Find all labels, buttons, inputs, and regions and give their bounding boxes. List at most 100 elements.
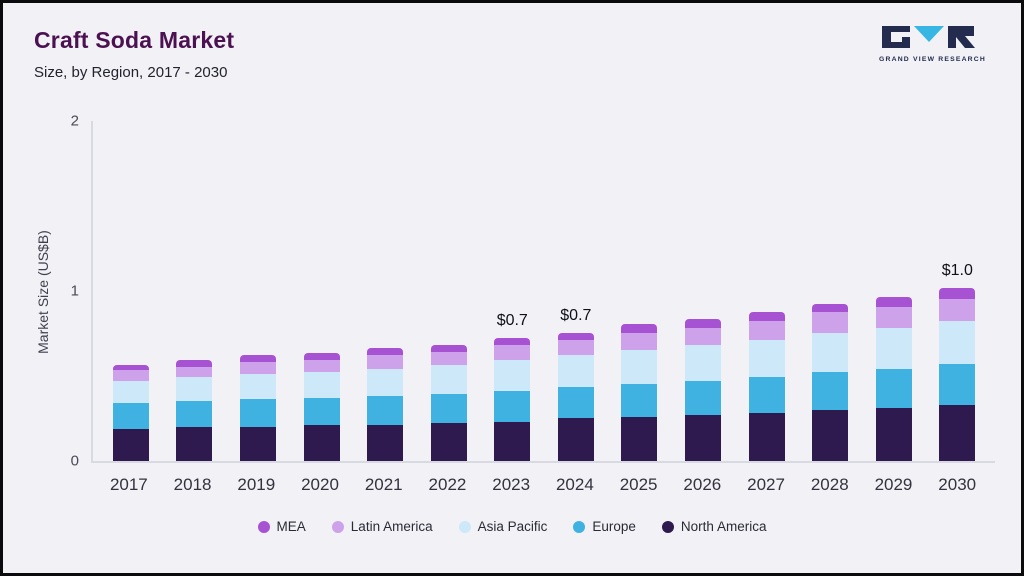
bar-segment-mea [303,353,340,361]
plot-area: 0 1 2 $0.7 $0.7 $1.0 [71,113,995,470]
bar-segment-north-america [112,428,149,461]
x-axis-label: 2030 [938,475,977,494]
bar-segment-latin-america [112,370,149,381]
bar-segment-mea [176,360,213,368]
bar-value-label: $1.0 [941,262,973,280]
x-axis-label: 2029 [874,475,913,494]
x-axis-label: 2023 [492,475,531,494]
y-axis-tick: 2 [70,112,79,130]
y-axis-tick: 1 [70,282,79,300]
bar-segment-north-america [239,426,276,461]
bar-segment-latin-america [621,332,658,350]
bar-column-2020 [290,121,354,461]
bar-segment-north-america [621,416,658,461]
bar-segment-latin-america [939,298,976,321]
bar-segment-mea [812,303,849,313]
bar-segment-europe [176,401,213,427]
bar-segment-latin-america [303,360,340,373]
legend-color-dot [458,520,471,533]
bar-stack [430,344,467,461]
legend-item-north-america: North America [661,519,767,534]
bar-column-2018 [163,121,227,461]
bar-segment-asia-pacific [939,320,976,364]
bar-segment-asia-pacific [684,344,721,381]
bar-segment-europe [239,399,276,427]
x-axis-label: 2024 [555,475,594,494]
bar-segment-mea [494,337,531,345]
grand-view-research-logo: GRAND VIEW RESEARCH [879,25,987,63]
bar-segment-europe [557,387,594,419]
legend-label: MEA [276,519,306,534]
x-axis-labels: 2017 2018 2019 2020 2021 2022 2023 2024 2025 2026… [91,475,995,495]
bar-segment-europe [367,396,404,426]
bar-stack [748,312,785,461]
bar-stack [557,332,594,461]
x-axis-label: 2026 [683,475,722,494]
bar-column-2027 [735,121,799,461]
bar-column-2017 [99,121,163,461]
bar-segment-asia-pacific [112,380,149,403]
legend-item-asia-pacific: Asia Pacific [458,519,548,534]
bar-column-2028 [798,121,862,461]
x-axis-label: 2020 [301,475,339,494]
bar-column-2021 [353,121,417,461]
bar-segment-asia-pacific [748,339,785,378]
bar-segment-mea [684,319,721,328]
gvr-logo-icon [882,26,975,48]
chart-legend: MEA Latin America Asia Pacific Europe North … [3,519,1021,534]
y-axis-tick: 0 [70,452,79,470]
bar-segment-latin-america [494,344,531,361]
bar-stack [684,319,721,461]
page-title: Craft Soda Market [34,27,235,53]
bar-segment-europe [684,380,721,415]
bar-segment-north-america [939,404,976,461]
bar-segment-latin-america [875,307,912,328]
bar-segment-north-america [557,418,594,461]
bars: $0.7 $0.7 $1.0 [93,121,995,461]
bar-segment-asia-pacific [303,372,340,398]
bar-segment-north-america [748,413,785,461]
bar-segment-europe [812,372,849,410]
bar-segment-latin-america [430,351,467,366]
bar-segment-asia-pacific [239,373,276,400]
bar-segment-latin-america [812,312,849,333]
page-subtitle: Size, by Region, 2017 - 2030 [34,64,228,81]
bar-column-2024: $0.7 [544,121,608,461]
bar-segment-mea [748,312,785,321]
legend-color-dot [257,520,270,533]
logo-wordmark: GRAND VIEW RESEARCH [879,56,987,63]
chart-area: 0 1 2 $0.7 $0.7 $1.0 [71,113,995,470]
bar-segment-latin-america [557,339,594,355]
bar-column-2030: $1.0 [926,121,990,461]
bar-segment-north-america [303,425,340,461]
bar-segment-mea [939,288,976,299]
bar-stack [176,360,213,461]
bar-column-2022 [417,121,481,461]
legend-item-latin-america: Latin America [331,519,433,534]
bar-segment-north-america [812,409,849,461]
legend-item-mea: MEA [257,519,306,534]
bar-column-2023: $0.7 [480,121,544,461]
y-axis-title: Market Size (US$B) [35,230,51,354]
bar-segment-mea [367,348,404,355]
legend-label: North America [680,519,767,534]
bar-segment-europe [621,384,658,417]
bar-segment-mea [112,365,149,371]
bar-segment-europe [748,377,785,414]
bar-segment-north-america [430,423,467,461]
bar-segment-mea [875,296,912,308]
bar-stack [812,303,849,461]
x-axis-label: 2027 [747,475,785,494]
bar-stack [494,337,531,461]
legend-label: Europe [592,519,636,534]
x-axis-label: 2028 [810,475,849,494]
bar-column-2025 [608,121,672,461]
bar-stack [939,288,976,461]
legend-label: Asia Pacific [477,519,548,534]
bar-segment-latin-america [176,367,213,378]
bar-segment-asia-pacific [494,360,531,391]
bar-segment-north-america [875,408,912,461]
bar-segment-europe [430,394,467,424]
x-axis-label: 2019 [237,475,276,494]
